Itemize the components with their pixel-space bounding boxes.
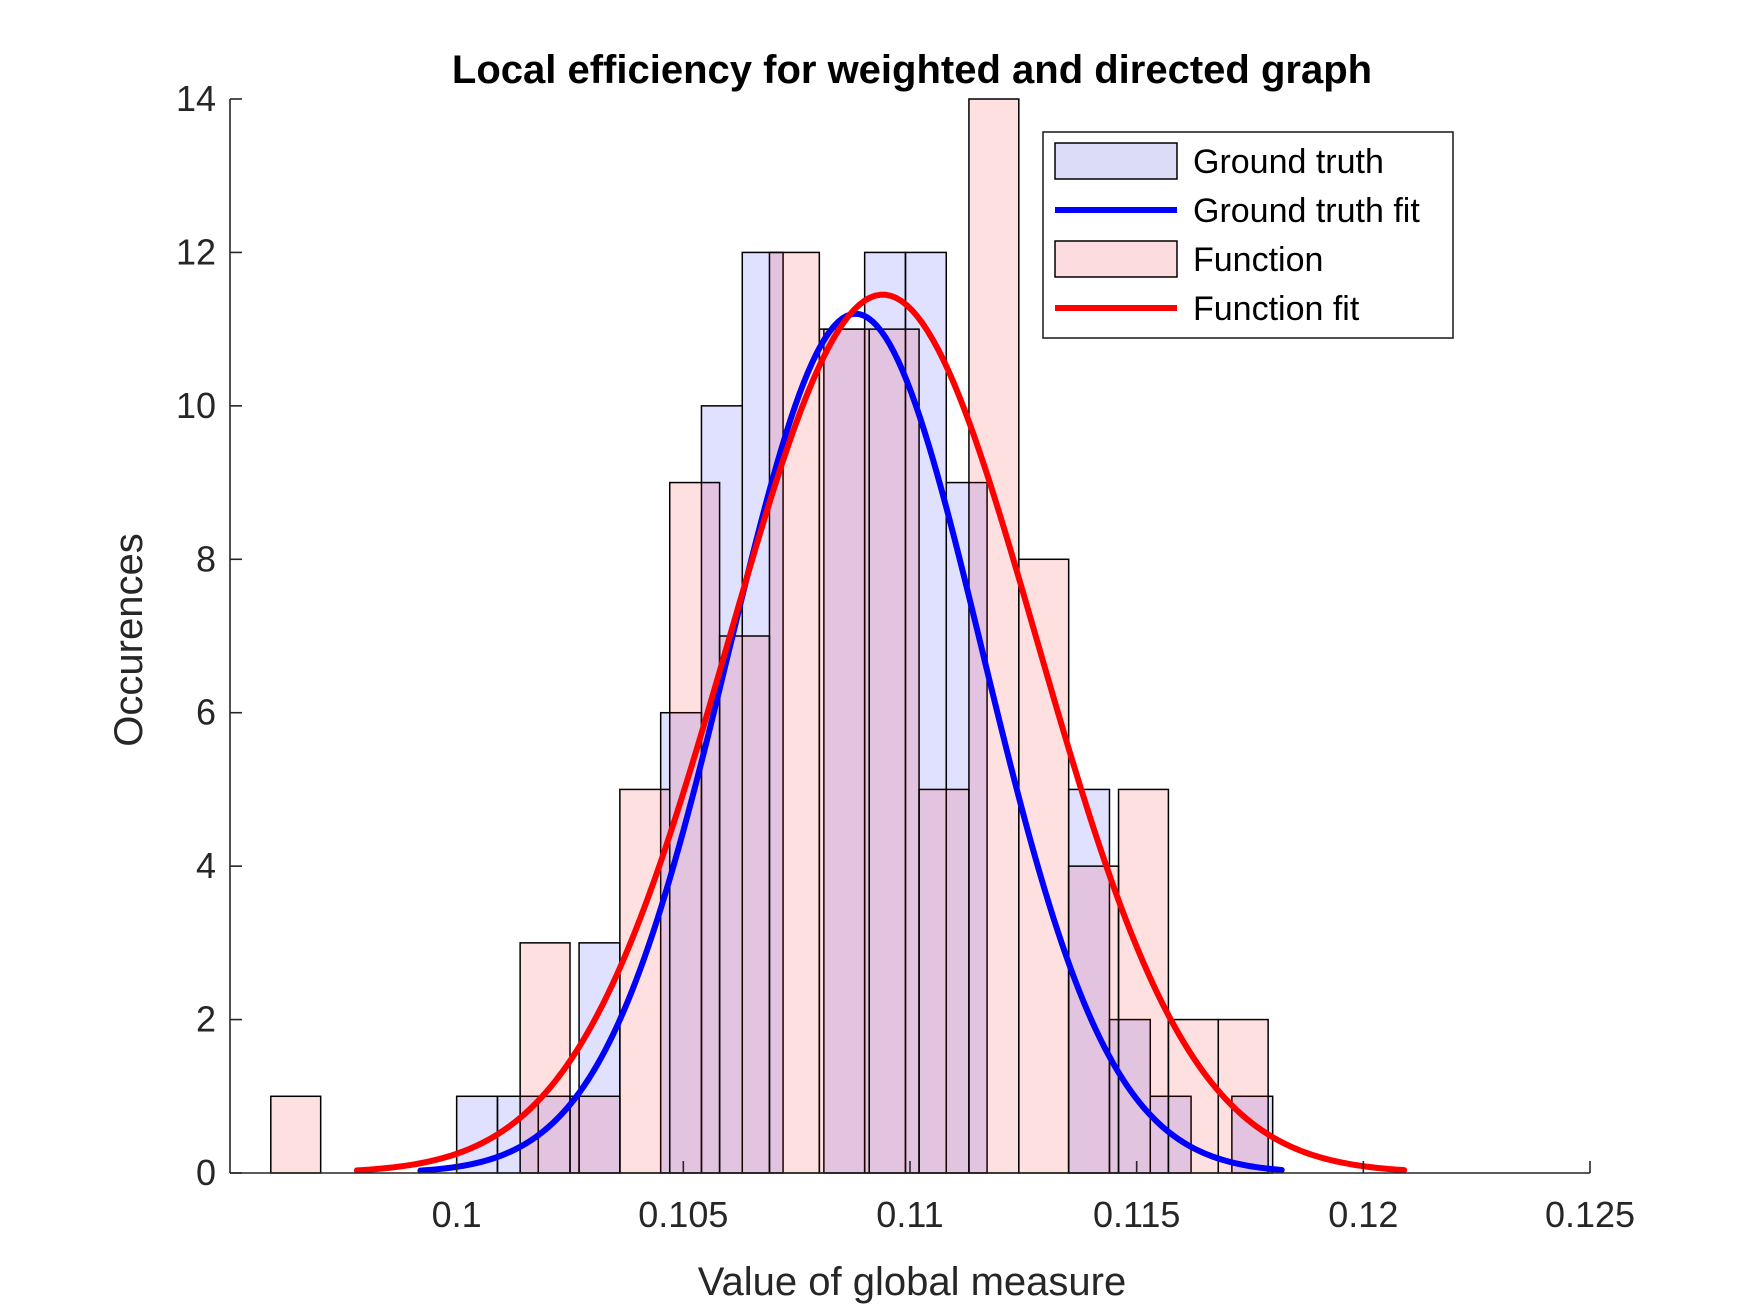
histogram-bar (818, 328, 870, 1174)
histogram-bar (823, 328, 866, 1174)
histogram-bar (718, 635, 771, 1174)
y-tick-label: 2 (196, 999, 216, 1040)
histogram-bar (1117, 788, 1170, 1174)
axes: 0 2 4 6 8 10 12 14 0.1 0.105 0.11 0.115 0.12 0.125 (176, 78, 1635, 1235)
y-tick-label: 8 (196, 538, 216, 579)
histogram-bar (668, 481, 721, 1174)
x-tick-label: 0.125 (1545, 1194, 1635, 1235)
legend-label: Function fit (1193, 290, 1360, 328)
histogram-bar (918, 788, 970, 1174)
histogram-bar (1018, 558, 1070, 1174)
x-tick-label: 0.115 (1093, 1194, 1180, 1235)
legend-label: Ground truth fit (1193, 192, 1420, 230)
legend-label: Function (1193, 241, 1323, 279)
histogram-bar (519, 942, 571, 1174)
histogram-bar (569, 1095, 621, 1174)
legend-swatch (1054, 240, 1178, 278)
histogram-bar (904, 251, 948, 1174)
legend-swatch (1054, 142, 1178, 180)
y-tick-label: 4 (196, 845, 216, 886)
histogram-bar (619, 788, 671, 1174)
histogram-bar (270, 1095, 322, 1174)
histogram-bar (700, 405, 744, 1174)
legend: Ground truth Ground truth fit Function Func… (1042, 131, 1454, 339)
y-tick-label: 10 (176, 385, 216, 426)
histogram-bar (868, 328, 920, 1174)
y-tick-label: 12 (176, 231, 216, 272)
x-tick-label: 0.12 (1328, 1194, 1398, 1235)
y-tick-label: 14 (176, 78, 216, 119)
y-axis-label: Occurences (107, 533, 151, 746)
x-tick-label: 0.105 (638, 1194, 728, 1235)
fit-curves (353, 291, 1408, 1174)
y-tick-label: 0 (196, 1152, 216, 1193)
chart-title: Local efficiency for weighted and direct… (452, 48, 1372, 92)
x-tick-label: 0.1 (432, 1194, 482, 1235)
function-fit-line (353, 291, 1408, 1174)
legend-label: Ground truth (1193, 143, 1384, 181)
x-tick-label: 0.11 (876, 1194, 943, 1235)
histogram-bar (1149, 1095, 1192, 1174)
y-tick-label: 6 (196, 692, 216, 733)
x-axis-label: Value of global measure (698, 1260, 1126, 1304)
